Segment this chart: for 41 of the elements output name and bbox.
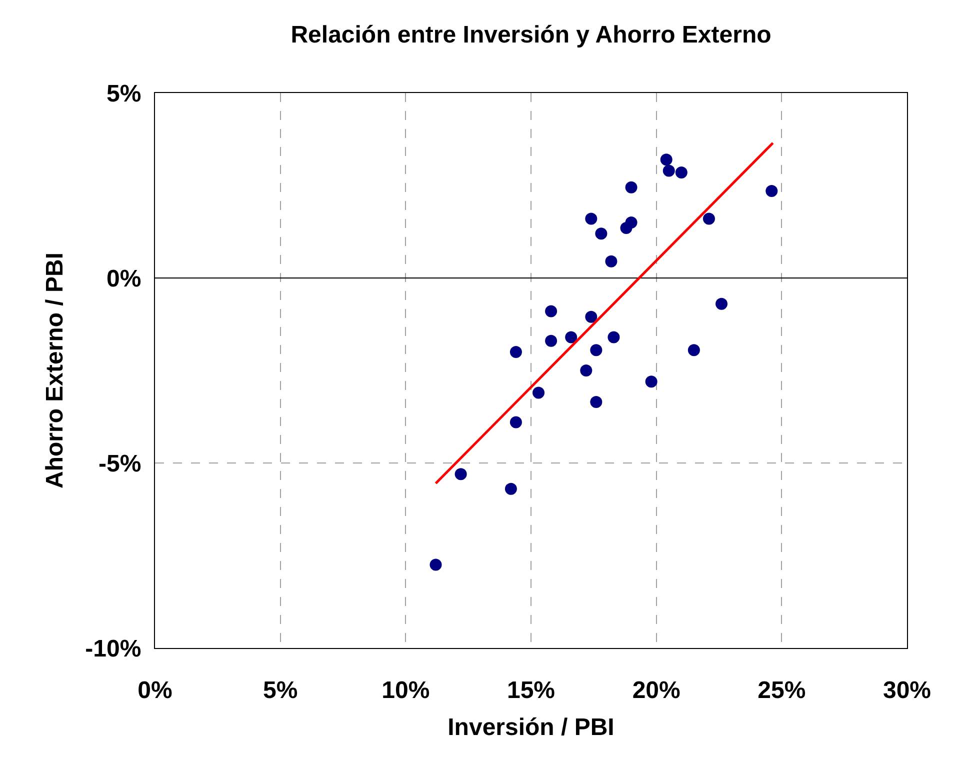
y-axis-title: Ahorro Externo / PBI xyxy=(41,252,68,489)
point xyxy=(625,181,638,194)
chart-title: Relación entre Inversión y Ahorro Externo xyxy=(290,22,772,49)
point xyxy=(590,344,602,356)
point xyxy=(585,212,598,225)
point xyxy=(545,305,558,318)
point xyxy=(545,334,558,347)
x-tick-label: 15% xyxy=(506,676,556,704)
point xyxy=(608,331,620,344)
x-tick-label: 30% xyxy=(882,676,932,704)
y-tick-label: 0% xyxy=(106,265,142,292)
point xyxy=(585,310,598,323)
x-axis-title: Inversión / PBI xyxy=(448,714,614,742)
y-tick-label: -10% xyxy=(85,635,142,662)
x-tick-label: 10% xyxy=(382,676,430,704)
point xyxy=(688,344,700,356)
point xyxy=(580,364,592,376)
point xyxy=(766,185,778,198)
point xyxy=(590,396,602,408)
point xyxy=(702,212,715,225)
point xyxy=(595,228,608,240)
point xyxy=(510,416,522,428)
point xyxy=(660,154,672,166)
y-tick-label: -5% xyxy=(98,450,142,478)
y-tick-label: 5% xyxy=(106,80,142,108)
point xyxy=(716,298,728,310)
point xyxy=(625,216,638,228)
point xyxy=(454,468,467,480)
point xyxy=(605,255,618,268)
x-tick-label: 25% xyxy=(758,676,806,704)
point xyxy=(504,482,517,495)
x-tick-label: 0% xyxy=(138,676,172,704)
point xyxy=(675,166,688,179)
x-tick-label: 5% xyxy=(262,676,298,704)
point xyxy=(662,164,675,177)
x-tick-label: 20% xyxy=(632,676,680,704)
point xyxy=(510,346,522,358)
point xyxy=(532,386,545,399)
point xyxy=(430,558,442,571)
point xyxy=(565,331,578,344)
point xyxy=(645,376,658,388)
